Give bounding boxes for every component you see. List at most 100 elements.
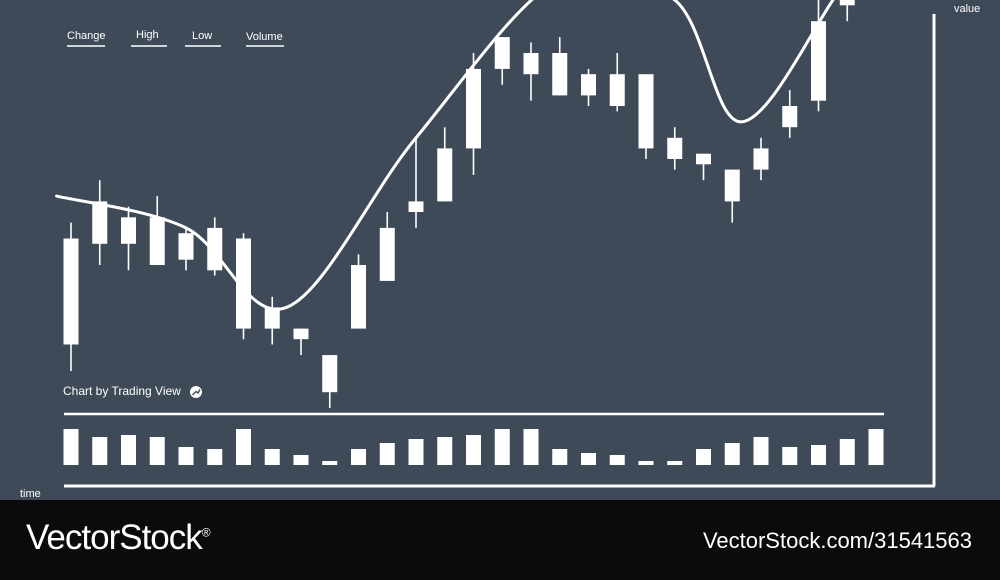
candle-body xyxy=(408,201,424,212)
candle-body xyxy=(92,201,108,244)
candle xyxy=(293,328,309,356)
candle xyxy=(552,37,568,96)
candle-body xyxy=(811,21,826,101)
candle xyxy=(408,137,424,228)
legend-item-high[interactable]: High xyxy=(131,29,167,47)
volume-bar xyxy=(178,447,194,465)
volume-bars xyxy=(63,429,884,465)
volume-bar xyxy=(552,449,568,465)
candle xyxy=(351,254,366,329)
volume-bar xyxy=(408,439,424,465)
candle xyxy=(92,180,108,265)
candle xyxy=(839,0,855,22)
volume-bar xyxy=(696,449,711,465)
candle-body xyxy=(782,106,798,128)
volume-bar xyxy=(207,449,223,465)
volume-bar xyxy=(92,437,108,465)
volume-bar xyxy=(63,429,79,465)
candle-body xyxy=(351,265,366,329)
trend-line xyxy=(55,0,835,311)
candle xyxy=(264,296,280,345)
candle-body xyxy=(178,233,194,260)
candles xyxy=(63,0,855,409)
volume-bar xyxy=(523,429,539,465)
volume-bar xyxy=(581,453,596,465)
volume-bar xyxy=(753,437,769,465)
watermark-footer: VectorStock® VectorStock.com/31541563 xyxy=(0,500,1000,580)
candle-body xyxy=(552,53,568,96)
volume-bar xyxy=(868,429,884,465)
candle xyxy=(724,169,740,223)
volume-bar xyxy=(264,449,280,465)
volume-bar xyxy=(466,435,481,465)
candle-body xyxy=(293,328,309,340)
candle-body xyxy=(63,238,79,345)
watermark-image-id: VectorStock.com/31541563 xyxy=(702,528,972,553)
volume-bar xyxy=(236,429,251,465)
volume-bar xyxy=(149,437,165,465)
candle-body xyxy=(322,355,338,393)
volume-bar xyxy=(839,439,855,465)
candle-body xyxy=(523,53,539,75)
legend-item-change[interactable]: Change xyxy=(67,30,106,47)
candle-body xyxy=(724,169,740,202)
candle-body xyxy=(121,217,136,244)
watermark-brand: VectorStock® xyxy=(26,518,211,558)
candle-body xyxy=(494,37,510,69)
candle xyxy=(178,227,194,271)
volume-bar xyxy=(724,443,740,465)
candle xyxy=(466,53,481,175)
volume-bar xyxy=(638,461,654,465)
candle-body xyxy=(264,307,280,329)
legend-label-high: High xyxy=(136,29,159,41)
volume-bar xyxy=(351,449,366,465)
candle xyxy=(121,206,136,271)
legend-label-change: Change xyxy=(67,30,106,42)
volume-bar xyxy=(437,437,453,465)
y-axis-label: value xyxy=(954,3,980,15)
candle-body xyxy=(149,217,165,265)
candle xyxy=(811,0,826,112)
candle xyxy=(494,37,510,85)
volume-bar xyxy=(322,461,338,465)
candle xyxy=(63,222,79,371)
candle-body xyxy=(236,238,251,329)
caption-text: Chart by Trading View xyxy=(63,384,181,398)
volume-bar xyxy=(609,455,625,465)
volume-bar xyxy=(667,461,683,465)
volume-bar xyxy=(811,445,826,465)
candle xyxy=(696,153,711,181)
candle xyxy=(581,68,596,106)
legend: Change High Low Volume xyxy=(67,29,284,47)
candle xyxy=(782,90,798,138)
candle xyxy=(667,127,683,170)
chart-link-icon[interactable] xyxy=(190,386,202,398)
candle xyxy=(437,127,453,202)
x-axis-label: time xyxy=(20,488,41,500)
candle-body xyxy=(696,153,711,165)
axes: value time xyxy=(20,3,980,500)
candle xyxy=(236,233,251,340)
legend-item-low[interactable]: Low xyxy=(185,30,221,47)
candle xyxy=(322,355,338,409)
candle xyxy=(149,196,165,265)
candle-body xyxy=(839,0,855,6)
volume-bar xyxy=(121,435,136,465)
candle xyxy=(638,74,654,159)
watermark-brand-text: VectorStock xyxy=(26,518,203,557)
candle-body xyxy=(466,68,481,149)
legend-label-volume: Volume xyxy=(246,31,283,43)
candle-body xyxy=(581,74,596,96)
volume-bar xyxy=(494,429,510,465)
candle xyxy=(523,42,539,101)
candle xyxy=(753,137,769,181)
watermark-registered-mark: ® xyxy=(201,525,211,540)
candle-body xyxy=(437,148,453,202)
volume-bar xyxy=(293,455,309,465)
candle xyxy=(379,212,395,281)
candle-body xyxy=(379,227,395,281)
candlestick-chart: value time Change High Low Volume xyxy=(20,0,980,500)
legend-item-volume[interactable]: Volume xyxy=(246,31,284,47)
candle xyxy=(609,53,625,112)
